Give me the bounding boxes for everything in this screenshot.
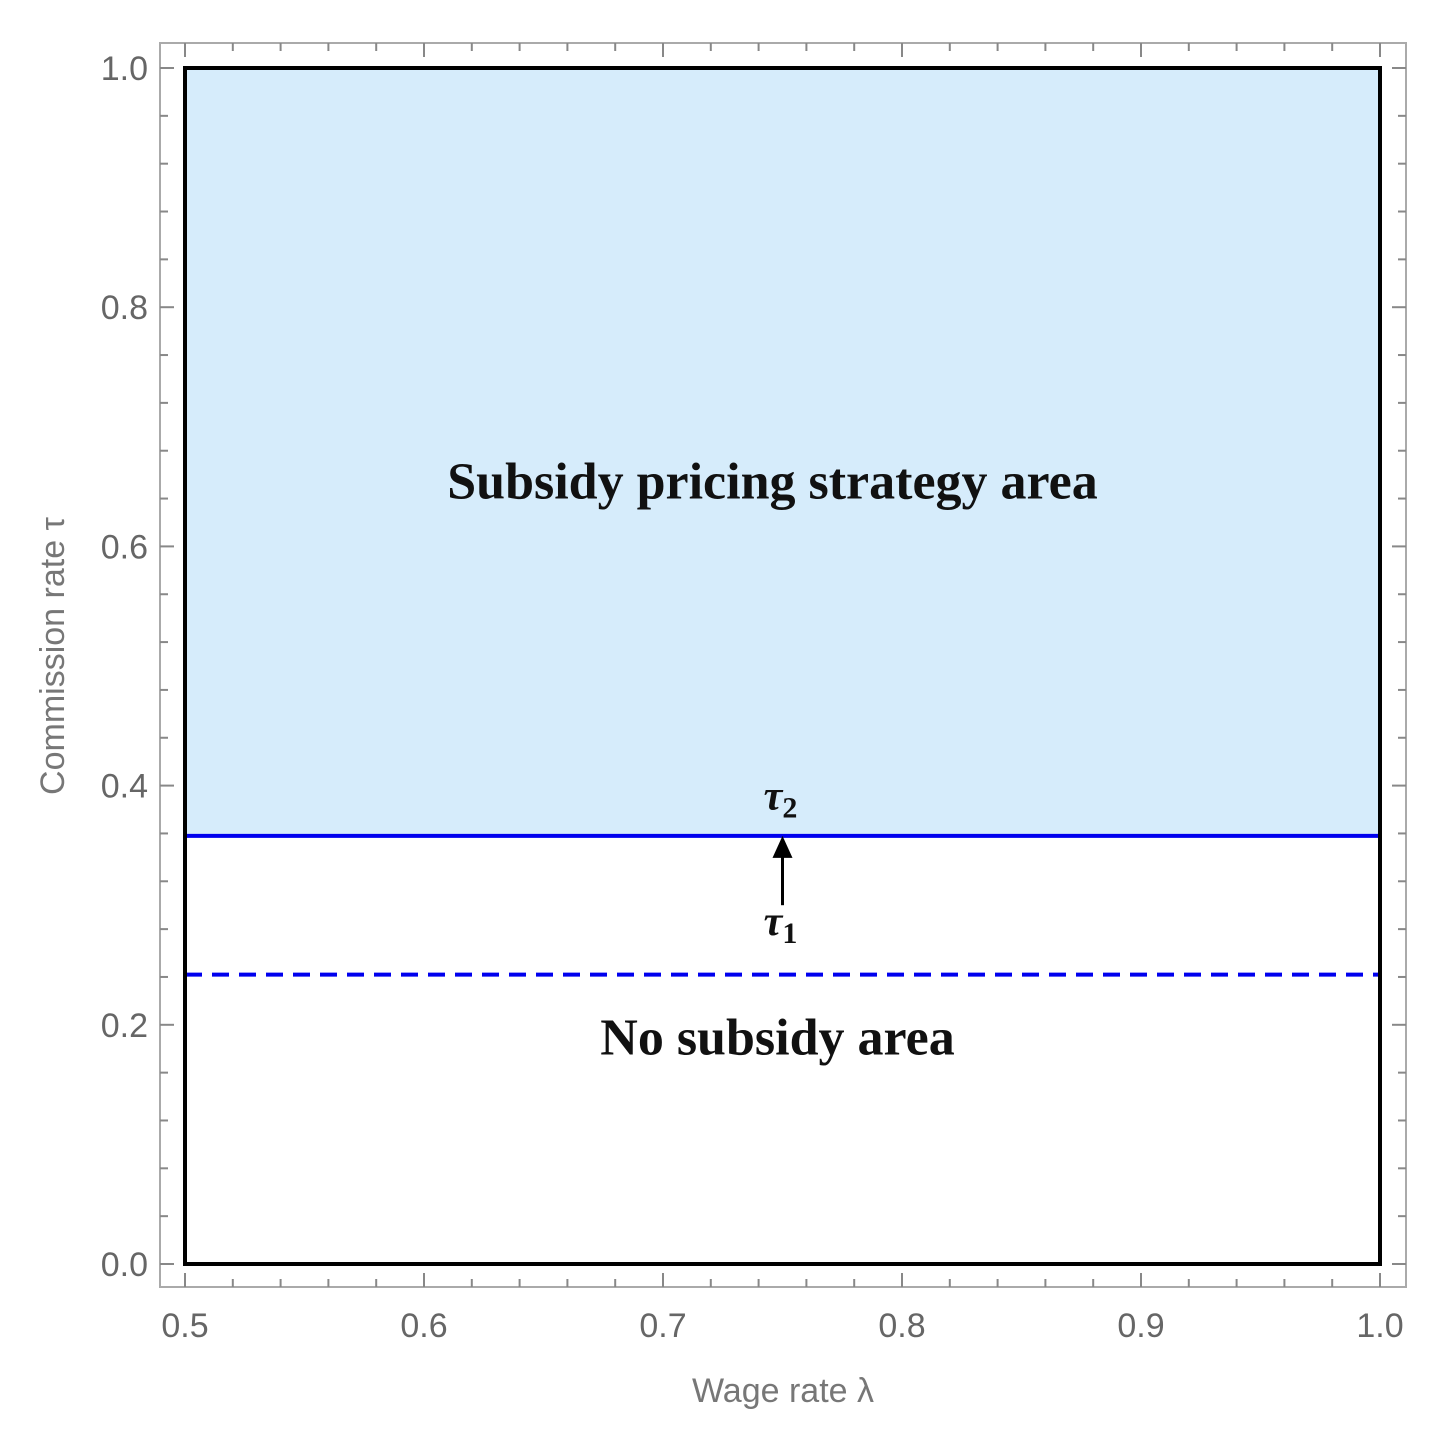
plot-border	[183, 66, 1382, 1266]
tick-labels: 0.5 0.6 0.7 0.8 0.9 1.0 0.0 0.2 0.4 0.6 0.8 1.0	[101, 50, 1404, 1345]
x-tick-label: 0.7	[639, 1307, 686, 1345]
y-tick-label: 0.0	[101, 1246, 148, 1284]
y-tick-label: 1.0	[101, 50, 148, 88]
axis-ticks	[160, 43, 1406, 1287]
tau1-subscript: 1	[782, 917, 797, 950]
y-tick-label: 0.8	[101, 289, 148, 327]
x-tick-label: 1.0	[1356, 1307, 1403, 1345]
arrow-head	[772, 835, 793, 858]
subsidy-region-label: Subsidy pricing strategy area	[447, 454, 1098, 511]
tau1-symbol: τ	[764, 899, 784, 945]
outer-frame	[159, 42, 1407, 1288]
no-subsidy-region-label: No subsidy area	[600, 1010, 954, 1067]
subsidy-region	[185, 68, 1380, 836]
x-tick-label: 0.8	[878, 1307, 925, 1345]
y-tick-label: 0.4	[101, 768, 148, 806]
no-subsidy-region	[185, 835, 1380, 1264]
tau1-label: τ1	[764, 899, 798, 950]
tau2-label: τ2	[764, 774, 798, 825]
tau2-subscript: 2	[782, 792, 797, 825]
x-tick-label: 0.5	[161, 1307, 208, 1345]
y-tick-label: 0.2	[101, 1007, 148, 1045]
y-axis-title: Commission rate τ	[34, 516, 72, 795]
x-tick-label: 0.6	[400, 1307, 447, 1345]
x-tick-label: 0.9	[1117, 1307, 1164, 1345]
tau2-symbol: τ	[764, 774, 784, 820]
y-tick-label: 0.6	[101, 528, 148, 566]
x-axis-title: Wage rate λ	[692, 1372, 874, 1410]
